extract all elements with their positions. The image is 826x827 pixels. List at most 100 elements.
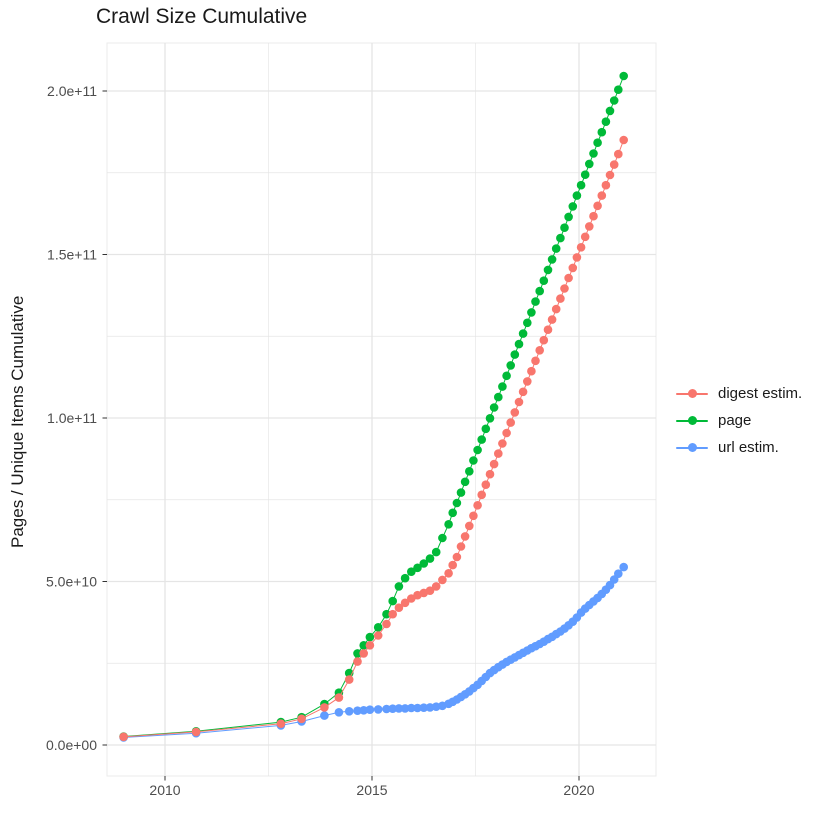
legend-key-digest xyxy=(676,385,708,403)
data-point xyxy=(473,501,482,510)
data-point xyxy=(353,657,362,666)
data-point xyxy=(498,439,507,448)
data-point xyxy=(502,371,511,381)
data-point xyxy=(609,96,619,105)
data-point xyxy=(589,211,598,221)
data-point xyxy=(514,339,524,349)
data-point xyxy=(438,533,447,543)
data-point xyxy=(413,703,422,713)
legend-label-digest: digest estim. xyxy=(718,385,803,402)
data-point xyxy=(535,286,544,296)
data-point xyxy=(452,498,462,508)
data-point xyxy=(614,85,623,94)
data-point xyxy=(489,459,499,469)
data-point xyxy=(407,703,416,713)
data-point xyxy=(580,232,590,242)
legend-entry-digest: digest estim. xyxy=(676,380,802,407)
y-tick-label: 2.0e+11 xyxy=(47,83,97,99)
data-point xyxy=(373,631,383,640)
y-tick-label: 1.5e+11 xyxy=(47,247,97,263)
data-point xyxy=(518,387,528,397)
data-point xyxy=(514,397,524,407)
data-point xyxy=(576,180,586,190)
data-point xyxy=(539,335,549,345)
data-point xyxy=(564,212,573,222)
data-point xyxy=(614,569,623,578)
series-line-0 xyxy=(123,139,625,738)
data-point xyxy=(572,191,582,200)
data-point xyxy=(297,714,306,724)
y-axis-title: Pages / Unique Items Cumulative xyxy=(8,295,27,548)
data-point xyxy=(593,138,602,147)
data-point xyxy=(448,560,458,570)
data-point xyxy=(456,542,466,551)
data-point xyxy=(572,253,582,262)
data-point xyxy=(400,573,410,583)
legend-entry-url: url estim. xyxy=(676,434,802,461)
legend-key-url xyxy=(676,439,708,457)
data-point xyxy=(276,719,286,728)
data-point xyxy=(539,276,549,286)
legend-label-url: url estim. xyxy=(718,439,779,456)
x-tick-label: 2020 xyxy=(563,782,594,798)
data-point xyxy=(498,382,507,391)
data-point xyxy=(485,469,495,479)
data-point xyxy=(601,117,611,126)
data-point xyxy=(556,233,565,243)
data-point xyxy=(469,511,478,521)
data-point xyxy=(353,706,362,715)
series-line-1 xyxy=(123,75,625,737)
data-point xyxy=(425,703,435,712)
data-point xyxy=(344,675,354,684)
data-point xyxy=(191,727,201,737)
data-point xyxy=(523,377,532,386)
data-point xyxy=(382,619,391,629)
data-point xyxy=(605,170,615,180)
data-point xyxy=(359,641,369,650)
legend-key-page xyxy=(676,412,708,430)
data-point xyxy=(580,170,590,179)
data-point xyxy=(431,582,441,591)
data-point xyxy=(547,315,557,324)
data-point xyxy=(510,408,520,417)
chart-title: Crawl Size Cumulative xyxy=(96,5,308,28)
y-tick-label: 5.0e+10 xyxy=(46,574,97,590)
data-point xyxy=(388,596,398,606)
data-point xyxy=(481,480,491,490)
data-point xyxy=(394,704,404,713)
data-point xyxy=(465,467,474,476)
y-tick-label: 0.0e+00 xyxy=(46,737,97,753)
data-point xyxy=(452,552,462,562)
data-point xyxy=(568,202,578,211)
data-point xyxy=(568,263,578,273)
x-tick-label: 2010 xyxy=(149,782,180,798)
data-point xyxy=(489,403,499,412)
data-point xyxy=(334,693,344,702)
legend-dot-icon xyxy=(687,389,697,398)
data-point xyxy=(353,649,362,658)
data-point xyxy=(407,567,416,576)
data-point xyxy=(460,477,470,487)
data-point xyxy=(400,598,410,608)
data-point xyxy=(551,304,561,314)
data-point xyxy=(365,641,375,650)
data-point xyxy=(605,106,615,116)
legend-dot-icon xyxy=(687,443,697,452)
data-point xyxy=(560,223,569,232)
legend-dot-icon xyxy=(687,416,697,425)
data-point xyxy=(382,704,391,714)
data-point xyxy=(494,449,503,458)
data-point xyxy=(419,703,429,712)
data-point xyxy=(456,488,466,497)
data-point xyxy=(320,711,329,720)
data-point xyxy=(400,704,410,713)
data-point xyxy=(523,318,532,328)
data-point xyxy=(510,350,520,359)
data-point xyxy=(593,201,602,211)
data-point xyxy=(543,265,553,275)
data-point xyxy=(119,732,128,742)
y-tick-label: 1.0e+11 xyxy=(47,410,97,426)
data-point xyxy=(481,424,491,434)
